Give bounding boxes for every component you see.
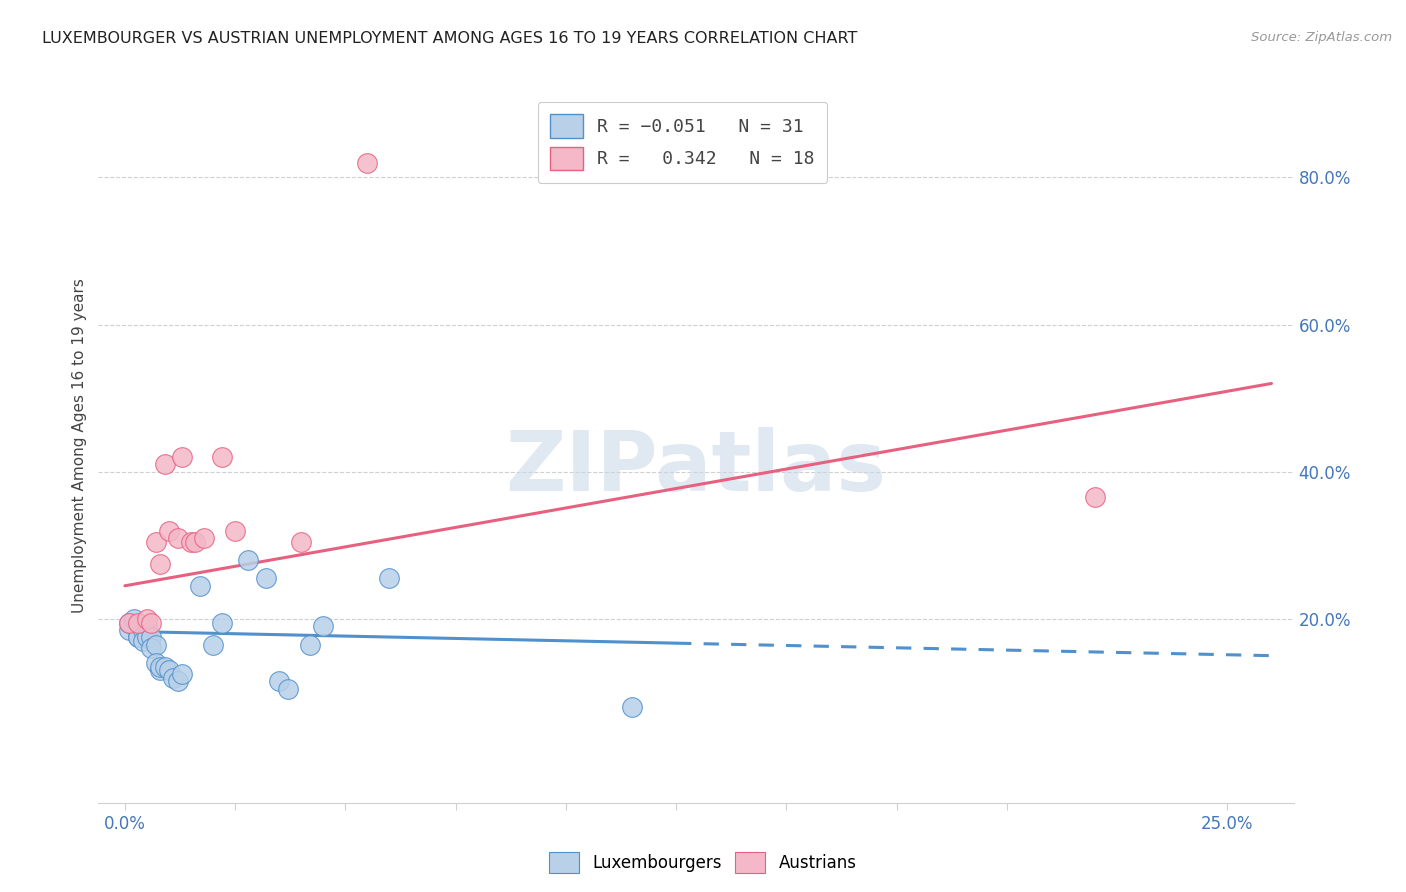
Point <box>131 623 153 637</box>
Point <box>193 531 215 545</box>
Point <box>166 531 188 545</box>
Point <box>188 579 211 593</box>
Point <box>172 450 194 464</box>
Point <box>157 664 180 678</box>
Point <box>269 674 291 689</box>
Point <box>162 671 184 685</box>
Point <box>224 524 246 538</box>
Legend: Luxembourgers, Austrians: Luxembourgers, Austrians <box>543 846 863 880</box>
Point <box>184 534 207 549</box>
Point <box>299 638 322 652</box>
Point <box>136 612 159 626</box>
Point <box>127 615 149 630</box>
Point <box>238 553 260 567</box>
Point <box>149 557 172 571</box>
Point <box>621 700 644 714</box>
Point <box>136 619 159 633</box>
Point <box>141 630 163 644</box>
Point <box>153 659 176 673</box>
Point <box>290 534 312 549</box>
Point <box>211 450 233 464</box>
Point <box>141 615 163 630</box>
Point <box>166 674 188 689</box>
Point <box>136 630 159 644</box>
Point <box>118 615 141 630</box>
Point <box>254 571 277 585</box>
Point <box>122 612 145 626</box>
Point <box>131 634 153 648</box>
Legend: R = −0.051   N = 31, R =   0.342   N = 18: R = −0.051 N = 31, R = 0.342 N = 18 <box>537 102 827 183</box>
Point <box>1084 491 1107 505</box>
Point <box>211 615 233 630</box>
Point <box>118 615 141 630</box>
Text: LUXEMBOURGER VS AUSTRIAN UNEMPLOYMENT AMONG AGES 16 TO 19 YEARS CORRELATION CHAR: LUXEMBOURGER VS AUSTRIAN UNEMPLOYMENT AM… <box>42 31 858 46</box>
Point <box>118 623 141 637</box>
Point <box>149 659 172 673</box>
Point <box>127 630 149 644</box>
Point <box>312 619 335 633</box>
Text: Source: ZipAtlas.com: Source: ZipAtlas.com <box>1251 31 1392 45</box>
Point <box>141 641 163 656</box>
Point <box>145 638 167 652</box>
Point <box>277 681 299 696</box>
Point <box>127 630 149 644</box>
Point <box>378 571 401 585</box>
Point <box>157 524 180 538</box>
Point <box>149 664 172 678</box>
Y-axis label: Unemployment Among Ages 16 to 19 years: Unemployment Among Ages 16 to 19 years <box>72 278 87 614</box>
Point <box>145 534 167 549</box>
Point <box>356 155 378 169</box>
Point <box>153 458 176 472</box>
Point <box>202 638 225 652</box>
Point <box>172 667 194 681</box>
Text: ZIPatlas: ZIPatlas <box>506 427 886 508</box>
Point <box>180 534 202 549</box>
Point <box>145 656 167 670</box>
